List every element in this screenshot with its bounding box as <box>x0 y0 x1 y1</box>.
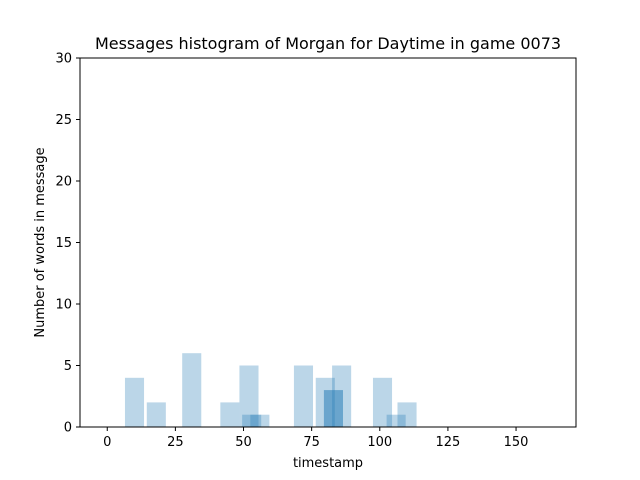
y-tick-label-4: 20 <box>55 175 72 190</box>
chart-title: Messages histogram of Morgan for Daytime… <box>95 34 561 53</box>
histogram-bar-13 <box>386 414 406 427</box>
x-tick-label-5: 125 <box>435 435 460 450</box>
histogram-bar-9 <box>323 390 343 427</box>
histogram-bar-11 <box>332 365 352 427</box>
y-tick-label-1: 5 <box>64 359 72 374</box>
histogram-bar-3 <box>220 402 240 427</box>
histogram-bar-2 <box>182 353 202 427</box>
x-axis-label: timestamp <box>293 456 363 471</box>
histogram-bar-5 <box>242 414 262 427</box>
histogram-bar-4 <box>239 365 259 427</box>
histogram-bar-0 <box>124 377 145 427</box>
x-tick-label-1: 25 <box>167 435 184 450</box>
histogram-bar-10 <box>323 390 343 427</box>
plot-frame <box>79 57 577 428</box>
x-tick-label-0: 0 <box>103 435 111 450</box>
y-axis-ticks: 0 5 10 15 20 25 30 <box>55 52 80 436</box>
histogram-bar-8 <box>315 377 335 427</box>
y-axis-label: Number of words in message <box>33 147 48 337</box>
histogram-bar-14 <box>397 402 417 427</box>
histogram-bar-7 <box>293 365 314 427</box>
x-tick-label-2: 50 <box>235 435 252 450</box>
y-tick-label-0: 0 <box>64 421 72 436</box>
y-tick-label-3: 15 <box>55 236 72 251</box>
y-tick-label-6: 30 <box>55 52 72 67</box>
x-axis-ticks: 0 25 50 75 100 125 150 <box>103 427 528 450</box>
histogram-bar-1 <box>146 402 166 427</box>
x-tick-label-4: 100 <box>367 435 392 450</box>
x-tick-label-6: 150 <box>504 435 529 450</box>
x-tick-label-3: 75 <box>303 435 320 450</box>
y-tick-label-2: 10 <box>55 298 72 313</box>
histogram-bar-6 <box>250 414 270 427</box>
histogram-bar-12 <box>372 377 393 427</box>
y-tick-label-5: 25 <box>55 113 72 128</box>
bars-layer <box>124 353 417 427</box>
